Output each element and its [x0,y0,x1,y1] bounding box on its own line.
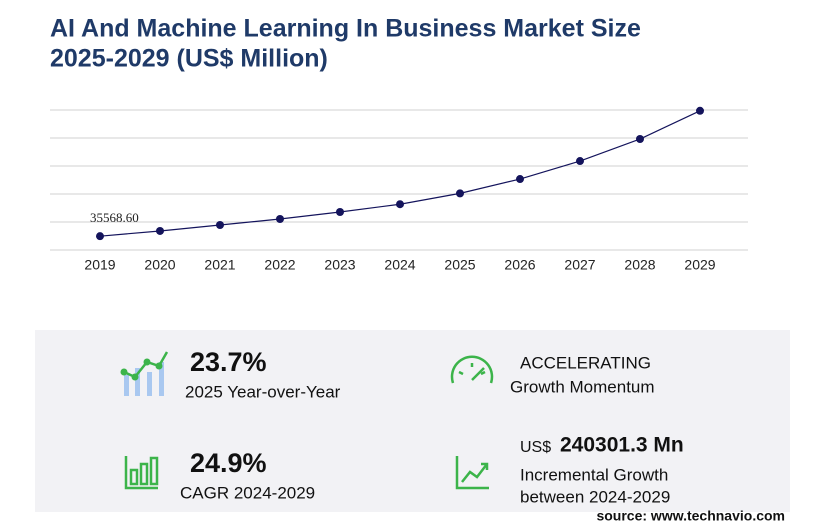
cagr-icon [124,456,159,490]
point [456,189,464,198]
x-tick-label: 2029 [684,257,715,273]
chart-subtitle: 2025-2029 (US$ Million) [50,45,328,73]
stat-label: 2025 Year-over-Year [185,382,341,401]
x-tick-label: 2019 [84,257,115,273]
chart-title: AI And Machine Learning In Business Mark… [50,15,641,43]
x-tick-label: 2021 [204,257,235,273]
point [636,135,644,144]
point [336,208,344,217]
x-tick-label: 2027 [564,257,595,273]
x-tick-label: 2020 [144,257,175,273]
stat-value: ACCELERATING [520,353,651,372]
x-tick-label: 2026 [504,257,535,273]
stat-label: CAGR 2024-2029 [180,483,315,502]
momentum-icon [450,355,494,384]
stat-prefix: US$ [520,439,551,456]
yoy-icon [120,351,169,396]
point [396,200,404,209]
point [96,232,104,241]
x-tick-label: 2024 [384,257,415,273]
stat-value: 24.9% [190,448,267,478]
stat-value: 23.7% [190,347,267,377]
x-tick-label: 2025 [444,257,475,273]
source: source: www.technavio.com [596,508,785,524]
x-tick-label: 2028 [624,257,655,273]
value-label: 35568.60 [90,210,139,225]
stat-label: between 2024-2029 [520,487,670,506]
point [516,175,524,184]
stat-label: Incremental Growth [520,465,668,484]
incremental-icon [455,456,489,490]
point [576,157,584,166]
x-tick-label: 2023 [324,257,355,273]
stat-label: Growth Momentum [510,377,655,396]
point [216,220,224,229]
stat-value: 240301.3 Mn [560,434,684,457]
point [276,215,284,224]
point [696,106,704,115]
x-tick-label: 2022 [264,257,295,273]
series-line [99,110,701,237]
point [156,226,164,235]
